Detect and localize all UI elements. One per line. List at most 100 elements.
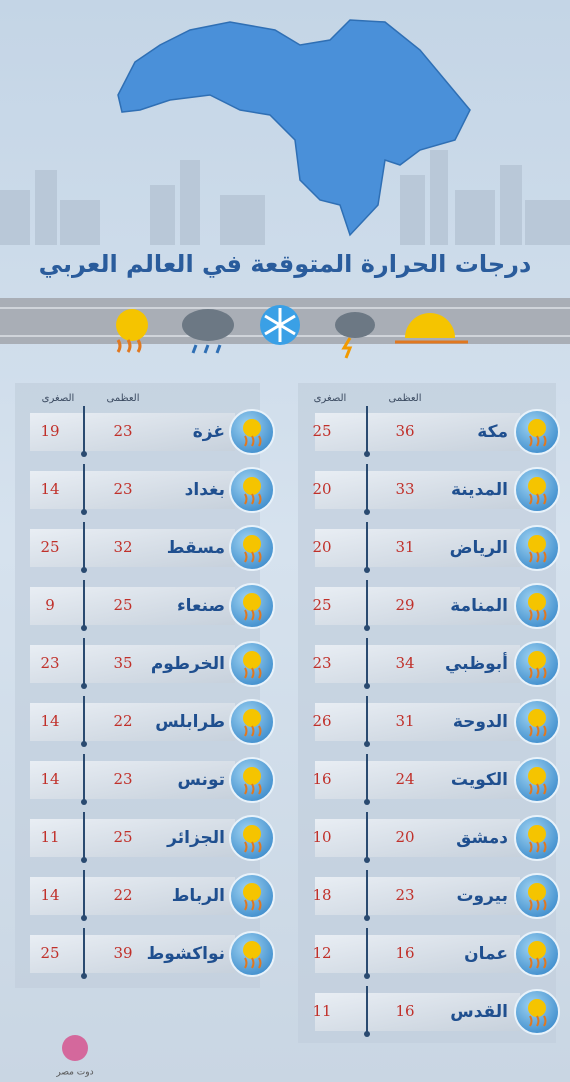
min-temp: 20	[312, 538, 331, 556]
thermometer-bulb	[364, 509, 370, 515]
heat-waves	[244, 957, 262, 969]
max-temp: 31	[395, 712, 414, 730]
city: عمان	[464, 944, 508, 964]
city: المدينة	[451, 480, 508, 500]
min-temp: 12	[312, 944, 331, 962]
city: بغداد	[185, 480, 225, 500]
thermometer-bulb	[364, 683, 370, 689]
row-box	[30, 703, 235, 741]
thermometer-bulb	[364, 451, 370, 457]
thermometer-bulb	[364, 857, 370, 863]
min-temp: 14	[40, 886, 59, 904]
row-box	[315, 877, 520, 915]
thermometer-bulb	[364, 973, 370, 979]
row-box	[315, 471, 520, 509]
sun	[243, 709, 261, 727]
city: بيروت	[456, 886, 508, 906]
max-temp: 22	[113, 712, 132, 730]
max-temp: 20	[395, 828, 414, 846]
sun	[243, 883, 261, 901]
header-min: الصغرى	[314, 393, 347, 404]
city: الدوحة	[453, 712, 508, 732]
row-box	[315, 587, 520, 625]
max-temp: 16	[395, 1002, 414, 1020]
row-box	[315, 819, 520, 857]
max-temp: 31	[395, 538, 414, 556]
heat-waves	[244, 667, 262, 679]
thermometer-bulb	[81, 683, 87, 689]
heat-waves	[529, 667, 547, 679]
min-temp: 25	[40, 538, 59, 556]
row-box	[315, 703, 520, 741]
min-temp: 23	[40, 654, 59, 672]
thermometer-bulb	[81, 741, 87, 747]
max-temp: 23	[113, 770, 132, 788]
max-temp: 35	[113, 654, 132, 672]
max-temp: 34	[395, 654, 414, 672]
heat-waves	[244, 551, 262, 563]
row-box	[315, 761, 520, 799]
header-max: العظمى	[107, 393, 140, 404]
sun	[243, 477, 261, 495]
row-box	[30, 935, 235, 973]
max-temp: 23	[113, 480, 132, 498]
row-box	[315, 993, 520, 1031]
city: دمشق	[456, 828, 508, 848]
min-temp: 9	[45, 596, 55, 614]
thermometer-bulb	[81, 567, 87, 573]
header-min: الصغرى	[42, 393, 75, 404]
min-temp: 11	[312, 1002, 331, 1020]
heat-waves	[529, 493, 547, 505]
min-temp: 25	[312, 596, 331, 614]
sun	[243, 941, 261, 959]
max-temp: 36	[395, 422, 414, 440]
min-temp: 25	[40, 944, 59, 962]
heat-waves	[529, 899, 547, 911]
row-box	[30, 587, 235, 625]
sun	[528, 883, 546, 901]
row-box	[315, 529, 520, 567]
heat-waves	[244, 841, 262, 853]
thermometer-bulb	[81, 799, 87, 805]
city: تونس	[178, 770, 225, 790]
thermometer-bulb	[364, 1031, 370, 1037]
row-box	[315, 645, 520, 683]
min-temp: 14	[40, 770, 59, 788]
thermometer-bulb	[364, 799, 370, 805]
city: صنعاء	[177, 596, 225, 616]
max-temp: 25	[113, 596, 132, 614]
max-temp: 23	[395, 886, 414, 904]
thermometer-bulb	[81, 973, 87, 979]
sun	[528, 709, 546, 727]
city: الجزائر	[166, 828, 225, 848]
city: مسقط	[167, 538, 225, 558]
arab-map	[117, 19, 471, 237]
heat-waves	[244, 609, 262, 621]
sun	[528, 535, 546, 553]
city: مكة	[477, 422, 508, 442]
row-box	[30, 529, 235, 567]
sun	[528, 593, 546, 611]
skyline	[0, 150, 570, 245]
heat-waves	[529, 957, 547, 969]
row-box	[30, 761, 235, 799]
max-temp: 22	[113, 886, 132, 904]
min-temp: 11	[40, 828, 59, 846]
thermometer-bulb	[81, 857, 87, 863]
city: الخرطوم	[151, 654, 225, 674]
sun	[243, 825, 261, 843]
max-temp: 29	[395, 596, 414, 614]
min-temp: 26	[312, 712, 331, 730]
min-temp: 20	[312, 480, 331, 498]
thermometer-bulb	[364, 567, 370, 573]
sun	[528, 999, 546, 1017]
min-temp: 19	[40, 422, 59, 440]
min-temp: 23	[312, 654, 331, 672]
sun	[528, 767, 546, 785]
title: درجات الحرارة المتوقعة في العالم العربي	[39, 250, 532, 278]
city: أبوظبي	[445, 652, 508, 674]
min-temp: 25	[312, 422, 331, 440]
heat-waves	[529, 435, 547, 447]
heat-waves	[529, 783, 547, 795]
logo-text: دوت مصر	[55, 1068, 93, 1078]
